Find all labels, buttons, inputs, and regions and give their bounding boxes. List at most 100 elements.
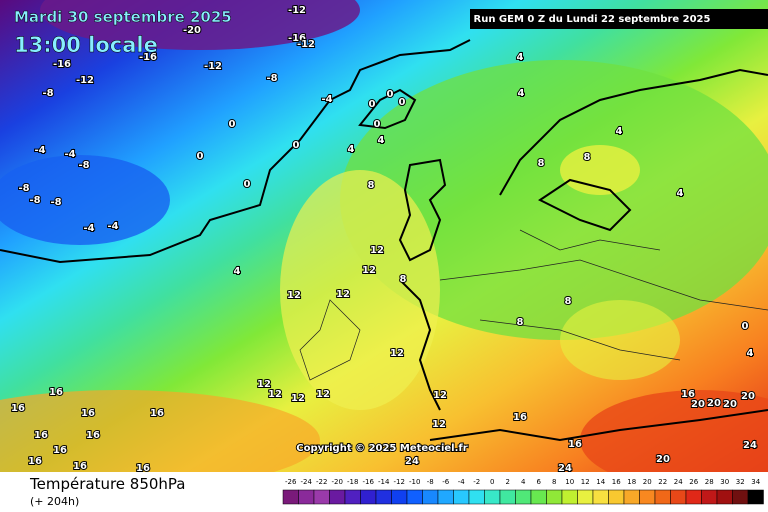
legend-swatch [344, 489, 361, 505]
contour-label: 24 [405, 456, 419, 467]
contour-label: 16 [34, 430, 48, 441]
legend-tick-label: 8 [552, 478, 556, 486]
contour-label: -8 [50, 197, 61, 208]
contour-label: 20 [656, 454, 670, 465]
legend-swatch [670, 489, 687, 505]
contour-label: 0 [742, 321, 749, 332]
contour-label: 12 [433, 390, 447, 401]
contour-label: -8 [266, 73, 277, 84]
contour-label: 4 [518, 88, 525, 99]
contour-label: -12 [288, 5, 306, 16]
temperature-field [0, 0, 768, 490]
contour-label: 0 [197, 151, 204, 162]
contour-label: 8 [368, 180, 375, 191]
contour-label: 4 [677, 188, 684, 199]
legend-swatch [453, 489, 470, 505]
contour-label: 8 [565, 296, 572, 307]
legend-swatch [546, 489, 563, 505]
contour-label: 8 [538, 158, 545, 169]
legend-tick-label: -6 [442, 478, 450, 486]
legend-tick-label: 12 [581, 478, 590, 486]
contour-label: 16 [86, 430, 100, 441]
contour-label: 12 [316, 389, 330, 400]
contour-label: 0 [293, 140, 300, 151]
legend-swatch [360, 489, 377, 505]
legend-tick-label: -10 [409, 478, 420, 486]
contour-label: 4 [234, 266, 241, 277]
contour-label: -4 [64, 149, 75, 160]
contour-label: -16 [53, 59, 71, 70]
contour-label: 0 [399, 97, 406, 108]
contour-label: 12 [257, 379, 271, 390]
contour-label: 16 [513, 412, 527, 423]
contour-label: -8 [42, 88, 53, 99]
contour-label: 16 [11, 403, 25, 414]
run-info: Run GEM 0 Z du Lundi 22 septembre 2025 [474, 14, 711, 25]
contour-label: 16 [73, 461, 87, 472]
contour-label: -4 [83, 223, 94, 234]
legend-title: Température 850hPa [29, 475, 186, 493]
contour-label: 16 [53, 445, 67, 456]
contour-label: 12 [362, 265, 376, 276]
legend-tick-label: -14 [378, 478, 390, 486]
contour-label: -12 [297, 39, 315, 50]
legend-tick-label: 34 [751, 478, 760, 486]
contour-label: 24 [743, 440, 757, 451]
contour-label: 4 [348, 144, 355, 155]
legend-tick-label: -12 [394, 478, 405, 486]
legend-swatch [639, 489, 656, 505]
legend-tick-label: -4 [458, 478, 466, 486]
contour-label: 20 [723, 399, 737, 410]
legend-tick-label: -26 [285, 478, 297, 486]
legend-tick-label: 4 [521, 478, 526, 486]
legend-swatch [577, 489, 594, 505]
legend-swatch [298, 489, 315, 505]
contour-label: 16 [150, 408, 164, 419]
legend-tick-label: -24 [301, 478, 313, 486]
contour-label: -8 [78, 160, 89, 171]
legend-tick-label: -20 [332, 478, 343, 486]
contour-label: 12 [268, 389, 282, 400]
contour-label: 0 [244, 179, 251, 190]
legend-swatch [716, 489, 733, 505]
run-band [470, 9, 768, 29]
legend-tick-label: 26 [689, 478, 698, 486]
contour-label: 12 [390, 348, 404, 359]
legend-swatch [422, 489, 439, 505]
contour-label: 16 [681, 389, 695, 400]
legend-swatch [685, 489, 702, 505]
date: Mardi 30 septembre 2025 [14, 8, 232, 26]
legend-swatch [282, 489, 299, 505]
legend-swatch [654, 489, 671, 505]
legend-swatch [530, 489, 547, 505]
legend-swatch [592, 489, 609, 505]
legend-swatch [468, 489, 485, 505]
contour-label: 4 [378, 135, 385, 146]
contour-label: -12 [204, 61, 222, 72]
legend-tick-label: 18 [627, 478, 636, 486]
legend-subtitle: (+ 204h) [30, 495, 79, 508]
contour-label: -12 [76, 75, 94, 86]
legend-swatch [561, 489, 578, 505]
legend-swatch [391, 489, 408, 505]
legend-tick-label: 30 [720, 478, 729, 486]
legend-swatch [515, 489, 532, 505]
contour-label: 4 [517, 52, 524, 63]
coastlines [0, 39, 768, 442]
contour-label: 0 [229, 119, 236, 130]
copyright: Copyright © 2025 Meteociel.fr [296, 443, 467, 454]
legend-tick-label: -16 [363, 478, 375, 486]
legend-swatch [701, 489, 718, 505]
contour-label: -16 [288, 33, 306, 44]
contour-label: 8 [584, 152, 591, 163]
contour-label: -20 [183, 25, 201, 36]
contour-label: -4 [321, 94, 332, 105]
contour-label: 12 [336, 289, 350, 300]
legend-tick-label: 24 [674, 478, 683, 486]
contour-label: 16 [49, 387, 63, 398]
legend-tick-label: 22 [658, 478, 667, 486]
time: 13:00 locale [14, 33, 158, 57]
contour-label: 16 [568, 439, 582, 450]
contour-label: -8 [18, 183, 29, 194]
legend-swatch [732, 489, 749, 505]
